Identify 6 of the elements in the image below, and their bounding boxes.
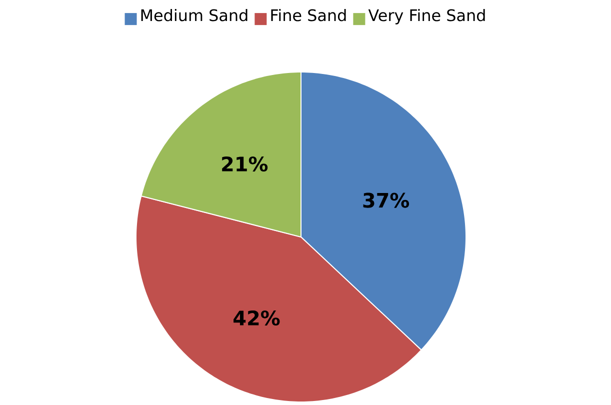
data-label: 37%: [363, 192, 410, 208]
legend-label: Very Fine Sand: [368, 8, 485, 24]
data-label: 42%: [234, 310, 280, 326]
legend-label: Fine Sand: [271, 8, 346, 22]
data-label: 21%: [222, 156, 268, 172]
legend-label: Medium Sand: [141, 8, 248, 22]
